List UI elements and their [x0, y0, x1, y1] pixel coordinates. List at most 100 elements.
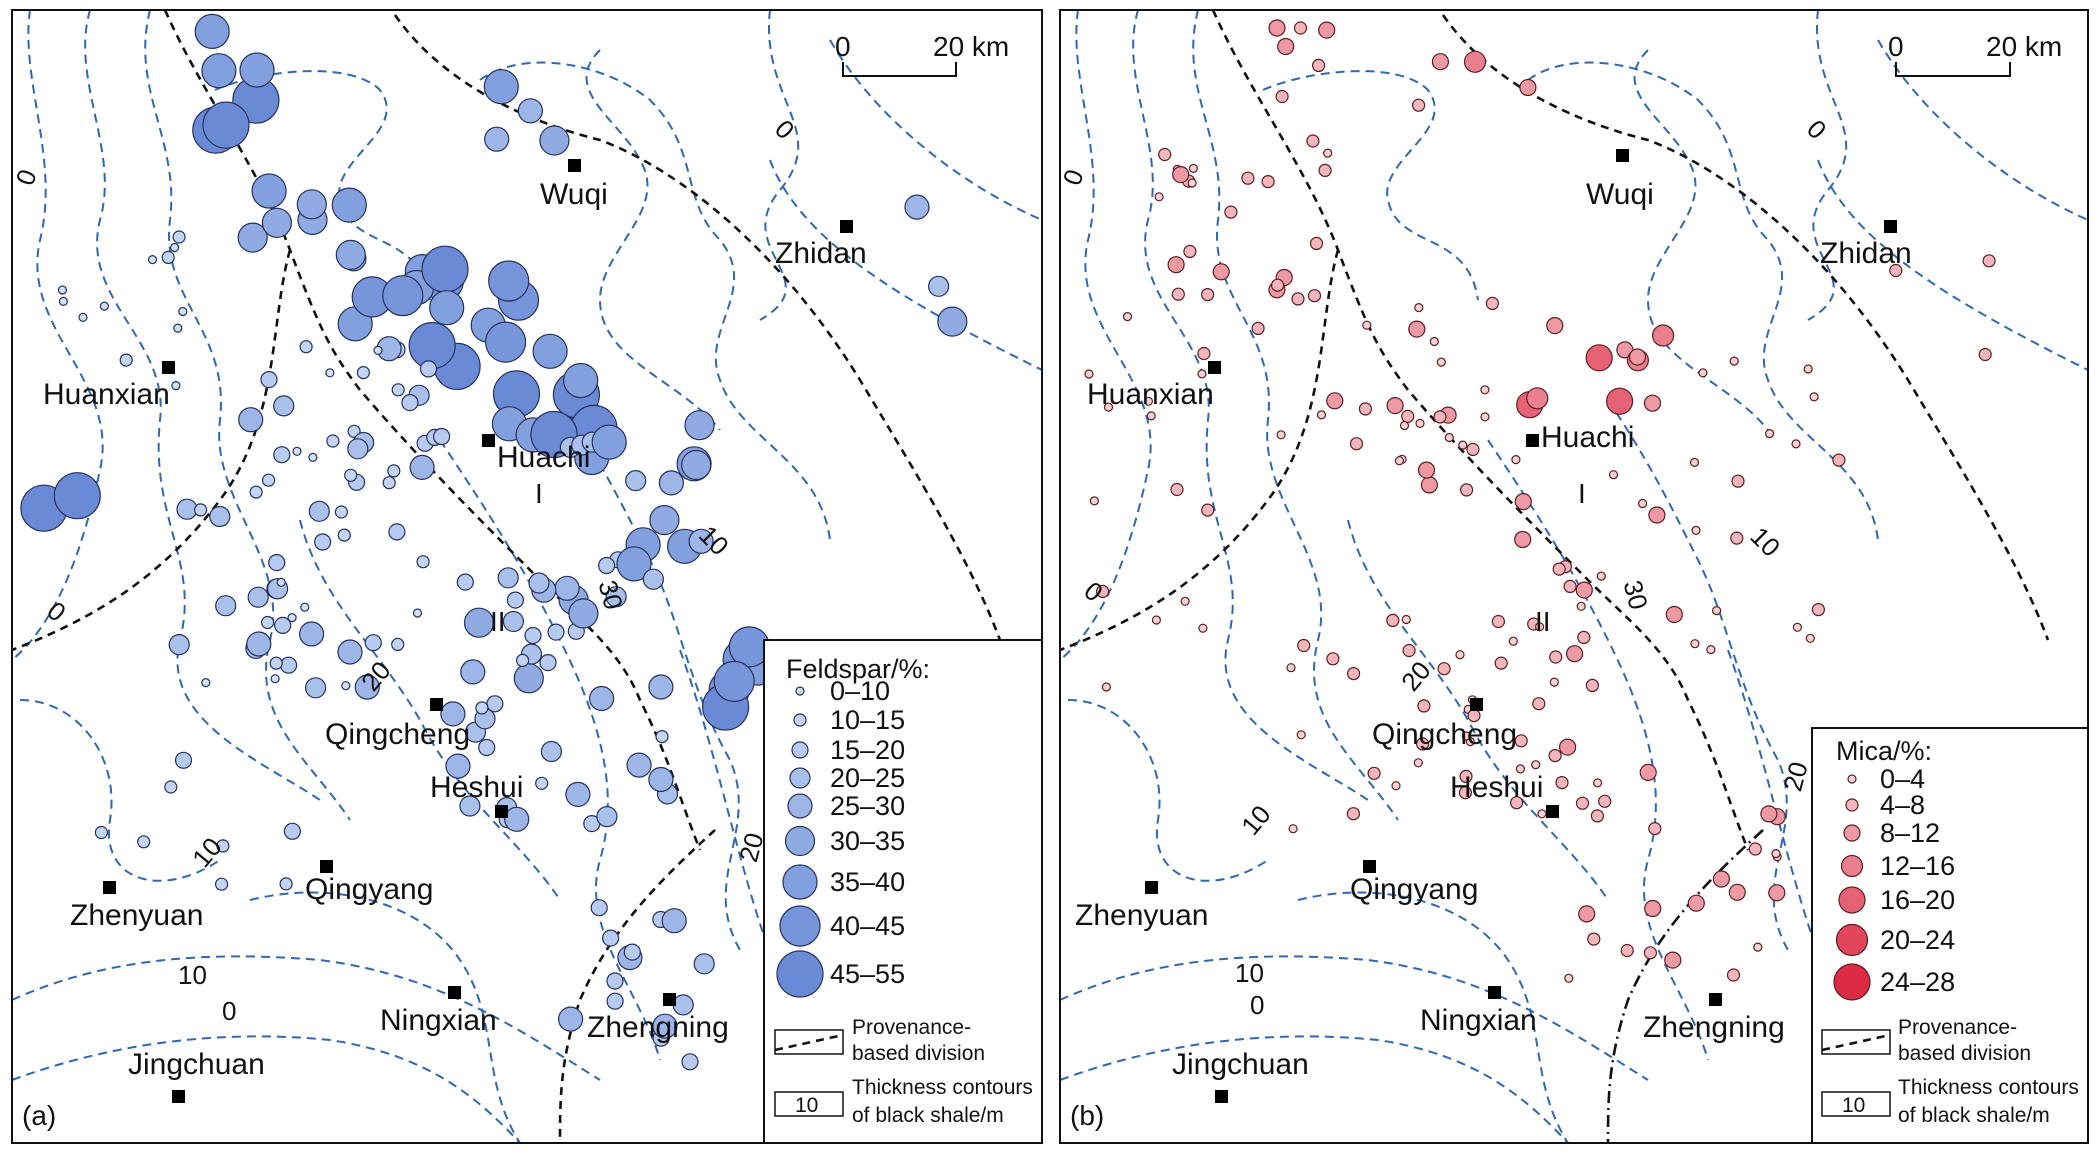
sample-point [1753, 942, 1763, 952]
city-label: Qingcheng [325, 718, 470, 751]
sample-point [1326, 652, 1340, 666]
sample-point [1463, 50, 1487, 73]
panel-a-feldspar-map: Wuqi Zhidan Huanxian Huachi Qingcheng He… [10, 9, 1043, 1144]
sample-point [270, 674, 280, 684]
sample-point [681, 449, 712, 481]
city-marker-icon [482, 434, 495, 447]
sample-point [391, 637, 405, 652]
sample-point [688, 528, 714, 554]
sample-point [532, 333, 568, 369]
sample-point [1555, 775, 1569, 790]
city-marker-icon [448, 986, 461, 999]
sample-point [1511, 455, 1521, 465]
sample-point [524, 626, 542, 645]
sample-point [269, 656, 283, 670]
scale-end-label: 20 km [1986, 31, 2062, 62]
sample-point [1596, 571, 1606, 581]
sample-point [1466, 442, 1480, 456]
sample-point [1268, 19, 1286, 37]
city-label: Huanxian [43, 378, 170, 411]
legend-class-symbol [1833, 963, 1871, 1001]
contour-line [1487, 439, 1709, 1061]
sample-point [335, 239, 366, 270]
sample-point [292, 446, 302, 456]
panel-a-cities: Wuqi Zhidan Huanxian Huachi Qingcheng He… [43, 159, 867, 1103]
sample-point [1101, 682, 1112, 692]
legend-class-symbol [793, 713, 807, 727]
sample-point [337, 639, 363, 665]
sample-point [276, 577, 286, 588]
sample-point [1585, 344, 1613, 372]
legend-class-symbol [1835, 923, 1869, 957]
sample-point [387, 464, 401, 478]
sample-point [1183, 244, 1197, 258]
contour-line [1132, 10, 1369, 801]
sample-point [1323, 148, 1333, 158]
sample-point [1648, 506, 1666, 524]
legend-class-label: 45–55 [830, 959, 905, 989]
contour-line [1060, 955, 1649, 1081]
sample-point [1546, 317, 1564, 335]
legend-class-label: 16–20 [1880, 885, 1955, 915]
sample-point [1519, 78, 1537, 97]
city-label: Qingcheng [1372, 718, 1517, 751]
sample-point [1436, 357, 1446, 367]
legend-contour-sample: 10 [795, 1094, 818, 1117]
sample-point [178, 306, 188, 317]
sample-point [1084, 369, 1094, 379]
scale-end-label: 20 km [933, 31, 1009, 62]
sample-point [456, 573, 474, 591]
sample-point [528, 572, 550, 594]
sample-point [1188, 163, 1199, 173]
sample-point [1346, 807, 1361, 821]
sample-point [1444, 432, 1454, 443]
legend-class-symbol [791, 741, 809, 759]
sample-point [606, 992, 624, 1010]
sample-point [1643, 946, 1658, 960]
sample-point [1637, 498, 1648, 509]
sample-point [1358, 402, 1373, 416]
zone-label: I [535, 478, 543, 509]
sample-point [1197, 346, 1211, 361]
city-marker-icon [663, 993, 676, 1006]
sample-point [58, 296, 69, 306]
contour-line [1633, 49, 1769, 431]
legend-class-label: 8–12 [1880, 818, 1940, 848]
sample-point [1458, 786, 1473, 800]
sample-point [1270, 278, 1285, 292]
sample-point [1461, 731, 1471, 741]
sample-point [1277, 37, 1295, 56]
sample-point [331, 187, 367, 223]
sample-point [1309, 236, 1324, 250]
sample-point [1307, 289, 1322, 303]
sample-point [1362, 320, 1372, 330]
contour-line [585, 49, 721, 431]
sample-point [296, 189, 327, 220]
city-marker-icon [320, 860, 333, 873]
legend-class-label: 0–4 [1880, 764, 1925, 794]
sample-point [506, 591, 525, 609]
city-label: Zhenyuan [1075, 899, 1208, 932]
city-label: Ningxian [1420, 1004, 1537, 1037]
sample-point [1514, 530, 1532, 549]
sample-point [1480, 385, 1490, 395]
panel-a-scale-bar: 0 20 km [835, 31, 1009, 77]
contour-line [1877, 39, 2088, 221]
city-marker-icon [162, 361, 175, 374]
legend-class-symbol [1838, 886, 1866, 914]
legend-class-symbol [789, 767, 811, 789]
contour-label: 10 [1235, 799, 1277, 840]
sample-point [1792, 622, 1803, 632]
sample-point [433, 427, 451, 446]
sample-point [1433, 410, 1447, 424]
sample-point [273, 446, 291, 464]
contour-label: 0 [1057, 165, 1090, 189]
sample-point [1585, 678, 1600, 693]
sample-point [1386, 613, 1400, 628]
legend-division-sample [774, 1033, 844, 1052]
sample-point [239, 52, 275, 88]
sample-point [1690, 639, 1700, 649]
sample-point [1651, 324, 1675, 347]
sample-point [300, 602, 310, 612]
